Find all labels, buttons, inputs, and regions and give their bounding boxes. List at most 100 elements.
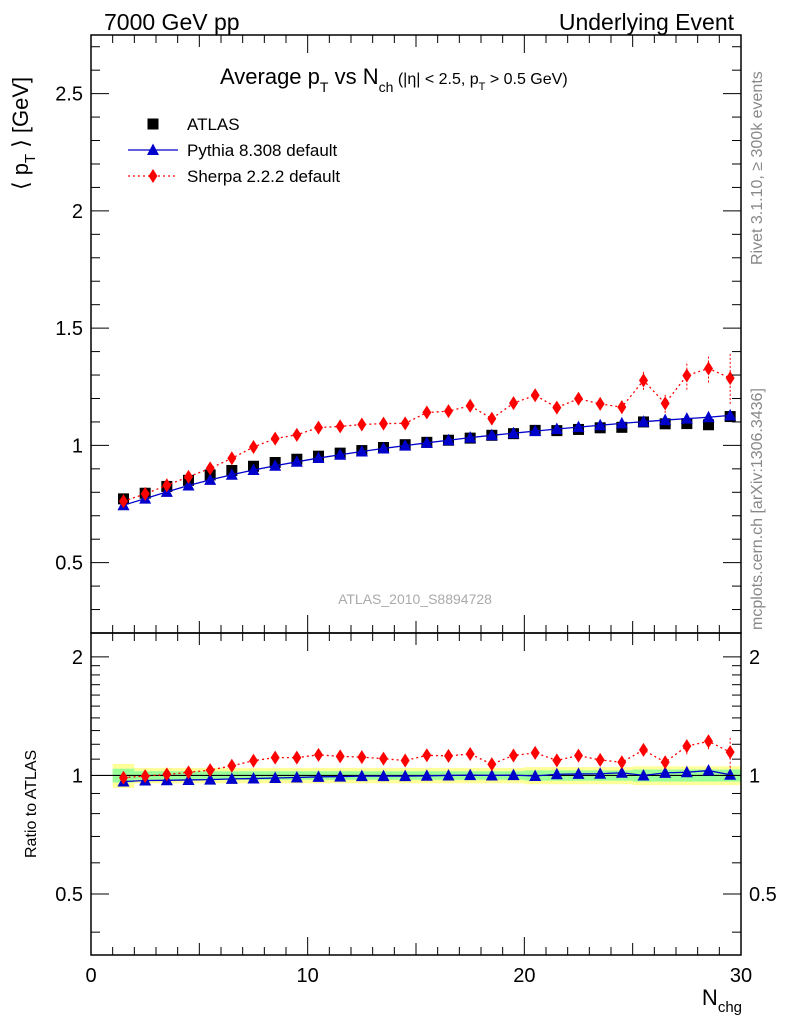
ratio-point [422,748,432,763]
ratio-point [507,768,520,781]
ratio-point [270,750,280,765]
title-cuts-end: > 0.5 GeV) [485,71,567,88]
data-point [422,405,432,420]
ratio-point [312,770,325,782]
ratio-point [724,768,737,780]
legend-label: Pythia 8.308 default [187,141,338,160]
data-point [464,431,477,443]
ratio-point [140,769,150,784]
data-point [399,439,412,451]
data-point [465,398,475,413]
data-point [270,431,280,446]
data-point [290,455,303,467]
data-point [660,396,670,411]
data-point [617,400,627,415]
ratio-point [399,769,412,782]
ratio-point [487,757,497,772]
ratio-point [615,766,628,778]
ratio-point [204,773,217,785]
ratio-point [227,758,237,773]
data-point [703,419,714,431]
ratio-ytick-label-right: 2 [749,647,760,669]
ratio-point [314,747,323,762]
data-point [400,416,410,431]
ratio-point [552,753,562,768]
data-point [637,415,650,427]
data-point [334,448,347,460]
data-point [507,426,520,439]
side-rivet-label: Rivet 3.1.10, ≥ 300k events [749,71,766,265]
ratio-point [464,768,477,781]
ratio-point [617,755,627,770]
ratio-point [184,765,193,780]
data-point [724,408,737,421]
ratio-point [400,753,410,768]
main-ytick-label: 2.5 [55,84,83,106]
xtick-label: 30 [730,965,752,987]
ratio-point [377,769,390,782]
data-point [225,468,238,480]
data-point [682,368,692,383]
main-title: Average pT vs Nch (|η| < 2.5, pT > 0.5 G… [220,64,568,95]
data-point [704,361,713,376]
ratio-point [572,767,585,779]
data-point [162,478,172,493]
ratio-series-sherpa-2-2-2-default [119,733,735,785]
xtick-label: 20 [513,965,535,987]
data-point [312,451,325,464]
header-process-label: Underlying Event [559,9,735,35]
data-point [680,412,693,424]
legend-item: Pythia 8.308 default [128,141,338,160]
data-point [204,473,217,485]
ratio-point [420,769,433,781]
ratio-point [247,772,260,784]
ratio-point [574,748,583,763]
main-ytick-label: 2 [72,201,83,223]
ratio-point [249,753,258,768]
data-point [615,416,628,429]
legend-label: Sherpa 2.2.2 default [187,167,340,186]
data-point [529,424,542,437]
ratio-point [335,749,345,764]
xtick-label: 10 [297,965,319,987]
ratio-point [680,765,693,778]
legend: ATLAS Pythia 8.308 default Sherpa 2.2.2 de… [128,115,340,186]
title-cuts-pt-subscript: T [479,81,486,93]
ratio-point [205,763,215,778]
data-point [247,463,260,476]
data-point [269,459,282,471]
ratio-ytick-label: 1 [72,765,83,787]
data-point [530,388,540,403]
legend-item: Sherpa 2.2.2 default [128,167,340,186]
data-point [314,420,323,435]
ratio-ytick-label-right: 0.5 [749,884,777,906]
data-point [572,420,585,433]
data-point [659,413,672,426]
title-nch-subscript: ch [379,79,394,95]
analysis-tag: ATLAS_2010_S8894728 [338,591,492,607]
data-point [119,494,128,509]
main-ytick-label: 0.5 [55,553,83,575]
ratio-point [509,748,518,763]
ratio-point [530,745,540,760]
header-energy-label: 7000 GeV pp [104,9,240,35]
data-point [355,444,368,457]
data-point [485,428,498,441]
data-point [357,417,367,432]
data-point [442,433,455,446]
data-point [182,478,195,491]
title-cuts: (|η| < 2.5, p [393,71,478,88]
title-vs-nch: vs N [328,64,378,89]
main-panel: 0.511.522.5 Average pT vs Nch (|η| < 2.5… [8,34,742,634]
ratio-point [660,755,670,770]
data-point [444,404,453,419]
ratio-point [639,742,648,757]
ratio-point [465,746,475,761]
data-point [184,469,193,484]
ratio-ytick-label: 2 [72,647,83,669]
ratio-point [355,769,368,782]
ratio-point [704,734,713,749]
ratio-point [334,770,347,782]
ratio-point [162,767,172,782]
